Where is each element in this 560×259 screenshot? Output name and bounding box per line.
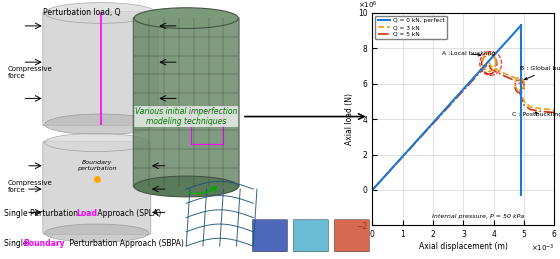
Ellipse shape: [45, 224, 149, 242]
Legend: Q = 0 kN, perfect, Q = 3 kN, Q = 5 kN: Q = 0 kN, perfect, Q = 3 kN, Q = 5 kN: [375, 16, 447, 39]
Ellipse shape: [134, 8, 239, 28]
X-axis label: Axial displacement (m): Axial displacement (m): [419, 242, 508, 251]
FancyBboxPatch shape: [43, 141, 151, 234]
Text: Compressive
force: Compressive force: [7, 66, 52, 79]
FancyBboxPatch shape: [43, 12, 158, 126]
Text: Boundary
perturbation: Boundary perturbation: [77, 160, 116, 170]
Ellipse shape: [45, 133, 149, 152]
Text: Perturbation Approach (SBPA): Perturbation Approach (SBPA): [67, 239, 184, 248]
Text: Approach (SPLA): Approach (SPLA): [95, 209, 161, 218]
Text: Load: Load: [76, 209, 97, 218]
Text: Boundary: Boundary: [23, 239, 65, 248]
Text: Various initial imperfection
modeling techniques: Various initial imperfection modeling te…: [135, 107, 237, 126]
Ellipse shape: [45, 114, 156, 135]
Bar: [192, 111, 223, 145]
Text: Single Perturbation: Single Perturbation: [4, 209, 80, 218]
Text: Internal pressure, P = 50 kPa: Internal pressure, P = 50 kPa: [432, 214, 525, 219]
FancyBboxPatch shape: [133, 18, 239, 187]
FancyBboxPatch shape: [293, 220, 329, 252]
Text: B : Global buckling: B : Global buckling: [520, 67, 560, 80]
Ellipse shape: [45, 3, 156, 23]
Text: A :Local buckling: A :Local buckling: [442, 52, 496, 56]
Text: $\times10^6$: $\times10^6$: [358, 0, 377, 11]
Text: Perturbation load, Q: Perturbation load, Q: [43, 8, 120, 17]
Text: $\times10^{-3}$: $\times10^{-3}$: [531, 242, 554, 254]
FancyBboxPatch shape: [253, 220, 287, 252]
Y-axis label: Axial load (N): Axial load (N): [344, 93, 353, 145]
Text: Single: Single: [4, 239, 30, 248]
Text: Compressive
force: Compressive force: [7, 180, 52, 193]
Ellipse shape: [134, 176, 239, 197]
Text: C : Postbuckling: C : Postbuckling: [512, 112, 560, 117]
FancyBboxPatch shape: [334, 220, 370, 252]
